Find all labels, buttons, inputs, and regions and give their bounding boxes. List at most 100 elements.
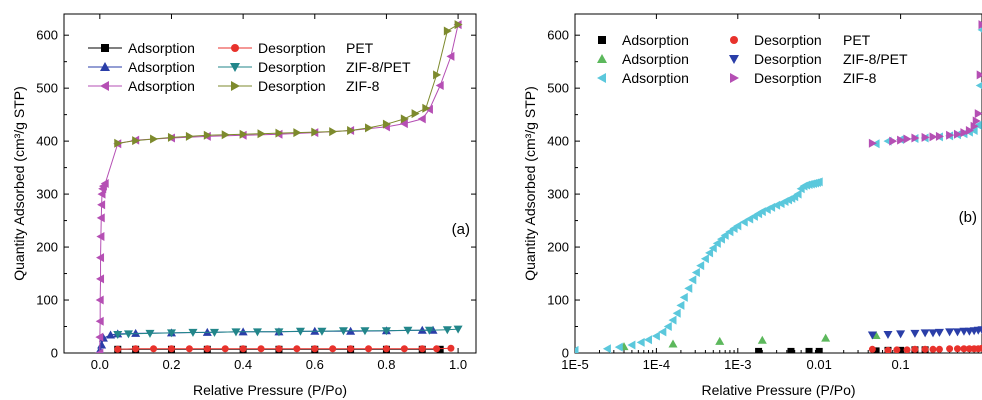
data-point [903,134,912,144]
data-point [360,327,370,336]
data-point [275,128,284,138]
data-point [95,332,104,342]
data-point [274,328,284,337]
x-tick-label: 0.1 [892,357,910,372]
data-point [793,189,802,199]
data-point [347,345,355,353]
legend-marker [231,81,240,91]
data-point [787,347,795,353]
data-point [239,345,247,353]
data-point [970,121,979,131]
data-point [945,328,955,337]
data-point [946,130,955,140]
data-point [952,328,962,337]
data-point [911,133,920,143]
data-point [132,345,140,353]
legend-sample-label: PET [843,32,871,48]
data-point [442,326,452,335]
legend-marker [101,44,109,52]
plot-area [95,20,463,353]
data-point [700,254,709,264]
data-point [757,335,767,344]
legend-label: Adsorption [622,51,689,67]
data-point [97,189,106,199]
data-point [96,231,105,241]
data-point [965,126,974,136]
series-adsorption-pet [755,346,929,353]
x-tick-label: 0.6 [306,357,324,372]
data-point [454,20,463,30]
series-desorption-zif-8-pet [867,326,982,340]
data-point [688,275,697,285]
data-point [691,267,700,277]
data-point [145,329,155,338]
data-point [203,130,212,140]
data-point [921,132,930,142]
data-point [614,342,623,352]
data-point [715,336,725,345]
data-point [365,345,373,353]
data-point [946,345,954,353]
legend-label: Adsorption [622,70,689,86]
plot-frame [63,13,477,354]
data-point [114,345,122,353]
data-point [920,329,930,338]
data-point [275,345,283,353]
data-point [295,327,305,336]
series-line [117,328,459,335]
data-point [113,330,123,339]
data-point [739,217,748,227]
data-point [929,132,938,142]
legend-label: Desorption [754,32,822,48]
data-point [252,328,262,337]
data-point [114,138,123,148]
data-point [131,328,141,337]
y-tick-label: 500 [36,81,58,96]
data-point [883,330,893,339]
series-desorption-zif-8 [868,20,982,148]
data-point [676,300,685,310]
panel-label: (b) [959,209,977,226]
legend-marker [598,36,606,44]
data-point [975,81,982,90]
data-point [868,138,877,148]
series-line [117,24,459,144]
x-tick-label: 1E-3 [724,357,751,372]
y-tick-label: 400 [36,134,58,149]
y-tick-label: 100 [36,293,58,308]
data-point [95,316,104,326]
data-point [433,70,442,80]
y-tick-label: 500 [547,81,569,96]
series-desorption-pet [114,344,455,353]
data-point [658,327,667,337]
data-point [679,292,688,302]
data-point [929,345,937,353]
data-point [935,131,944,141]
legend: Adsorption Desorption PET Adsorption Desorpt… [88,40,411,94]
data-point [889,136,898,146]
x-tick-label: 0.8 [377,357,395,372]
plot-area [575,20,982,353]
data-point [403,326,413,335]
data-point [867,331,877,340]
y-tick-label: 0 [51,346,58,361]
data-point [977,326,982,335]
data-point [960,345,968,353]
legend-marker [730,73,739,83]
data-point [239,129,248,139]
legend-sample-label: ZIF-8 [843,70,877,86]
data-point [95,348,104,353]
data-point [418,345,426,353]
legend-label: Adsorption [128,40,195,56]
data-point [365,123,374,133]
y-tick-label: 600 [36,28,58,43]
data-point [399,119,408,129]
data-point [400,114,409,124]
series-desorption-zif-8-pet [113,325,463,339]
data-point [602,344,611,353]
x-axis-label: Relative Pressure (P/Po) [701,382,855,398]
legend-marker [100,81,109,91]
y-tick-label: 400 [547,134,569,149]
data-point [188,328,198,337]
data-point [672,308,681,318]
